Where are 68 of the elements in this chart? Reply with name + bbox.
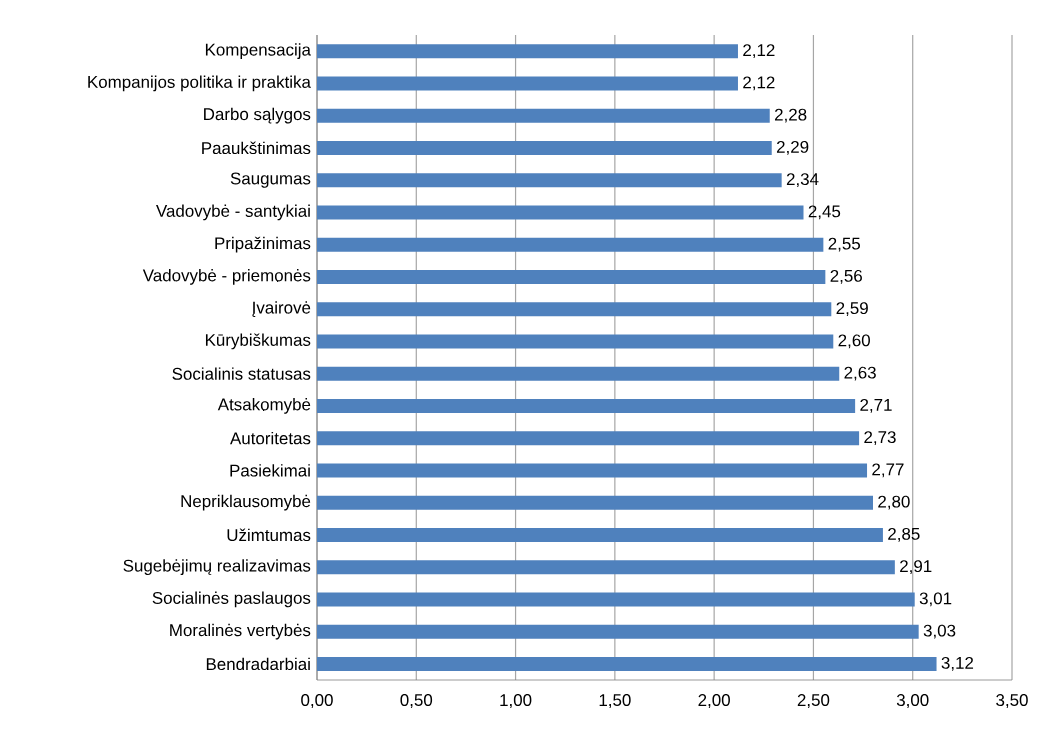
bar (317, 334, 834, 349)
y-tick-label: Atsakomybė (217, 397, 311, 414)
data-label: 2,12 (743, 76, 775, 91)
y-tick-label: Bendradarbiai (206, 657, 310, 671)
data-label: 3,01 (919, 592, 952, 607)
y-tick-label: Darbo sąlygos (204, 107, 311, 124)
y-tick-label: Kompanijos politika ir praktika (88, 75, 311, 92)
bar (317, 592, 915, 607)
y-tick-label: Įvairovė (252, 301, 311, 318)
y-tick-label: Sugebėjimų realizavimas (123, 559, 311, 576)
bar (317, 560, 895, 575)
data-label: 3,03 (923, 624, 956, 639)
bar (317, 44, 738, 59)
bar (317, 398, 856, 413)
y-tick-label: Kūrybiškumas (205, 333, 311, 350)
y-tick-label: Nepriklausomybė (181, 494, 311, 511)
data-label: 2,63 (844, 366, 876, 381)
bar (317, 527, 883, 542)
data-label: 2,80 (878, 495, 910, 510)
x-tick-label: 0,50 (400, 694, 433, 709)
data-label: 2,71 (860, 398, 892, 413)
y-tick-label: Paaukštinimas (202, 141, 311, 155)
y-tick-label: Socialinės paslaugos (152, 591, 311, 608)
data-label: 2,56 (830, 269, 862, 284)
data-label: 2,34 (786, 173, 819, 188)
data-label: 2,28 (774, 108, 807, 123)
y-tick-label: Užimtumas (227, 528, 311, 542)
bar (317, 366, 840, 381)
bar (317, 431, 860, 446)
bar (317, 624, 919, 639)
bar (317, 237, 824, 252)
bar (317, 76, 738, 91)
x-tick-label: 3,00 (896, 694, 929, 709)
data-label: 2,45 (808, 205, 841, 220)
data-label: 2,55 (828, 237, 861, 252)
bar (317, 269, 826, 284)
bar (317, 173, 782, 188)
x-tick-label: 0,00 (301, 694, 333, 709)
bar (317, 140, 772, 155)
y-tick-label: Saugumas (230, 172, 311, 188)
data-label: 3,12 (941, 656, 974, 671)
x-tick-label: 1,00 (500, 694, 532, 709)
y-tick-label: Vadovybė - santykiai (156, 204, 310, 221)
y-tick-label: Kompensacija (205, 43, 311, 59)
data-label: 2,91 (900, 560, 932, 575)
y-tick-label: Autoritetas (230, 431, 311, 445)
data-label: 2,77 (872, 463, 904, 478)
y-tick-label: Pasiekimai (230, 464, 310, 477)
bar (317, 108, 770, 123)
x-tick-label: 1,50 (599, 694, 631, 709)
bar (317, 495, 873, 510)
bar (317, 302, 832, 317)
bar (317, 463, 868, 478)
y-tick-label: Pripažinimas (215, 236, 311, 253)
data-label: 2,12 (743, 44, 775, 59)
data-label: 2,73 (864, 431, 896, 446)
y-tick-label: Moralinės vertybės (170, 623, 311, 640)
x-tick-label: 2,00 (698, 694, 730, 709)
y-tick-label: Socialinis statusas (172, 367, 311, 380)
bar (317, 656, 937, 671)
data-label: 2,59 (836, 302, 868, 317)
data-label: 2,60 (838, 334, 870, 349)
y-tick-label: Vadovybė - priemonės (142, 268, 311, 285)
x-tick-label: 2,50 (797, 694, 830, 709)
bar (317, 205, 804, 220)
x-tick-label: 3,50 (996, 694, 1028, 709)
data-label: 2,85 (888, 527, 920, 542)
data-label: 2,29 (776, 140, 809, 155)
